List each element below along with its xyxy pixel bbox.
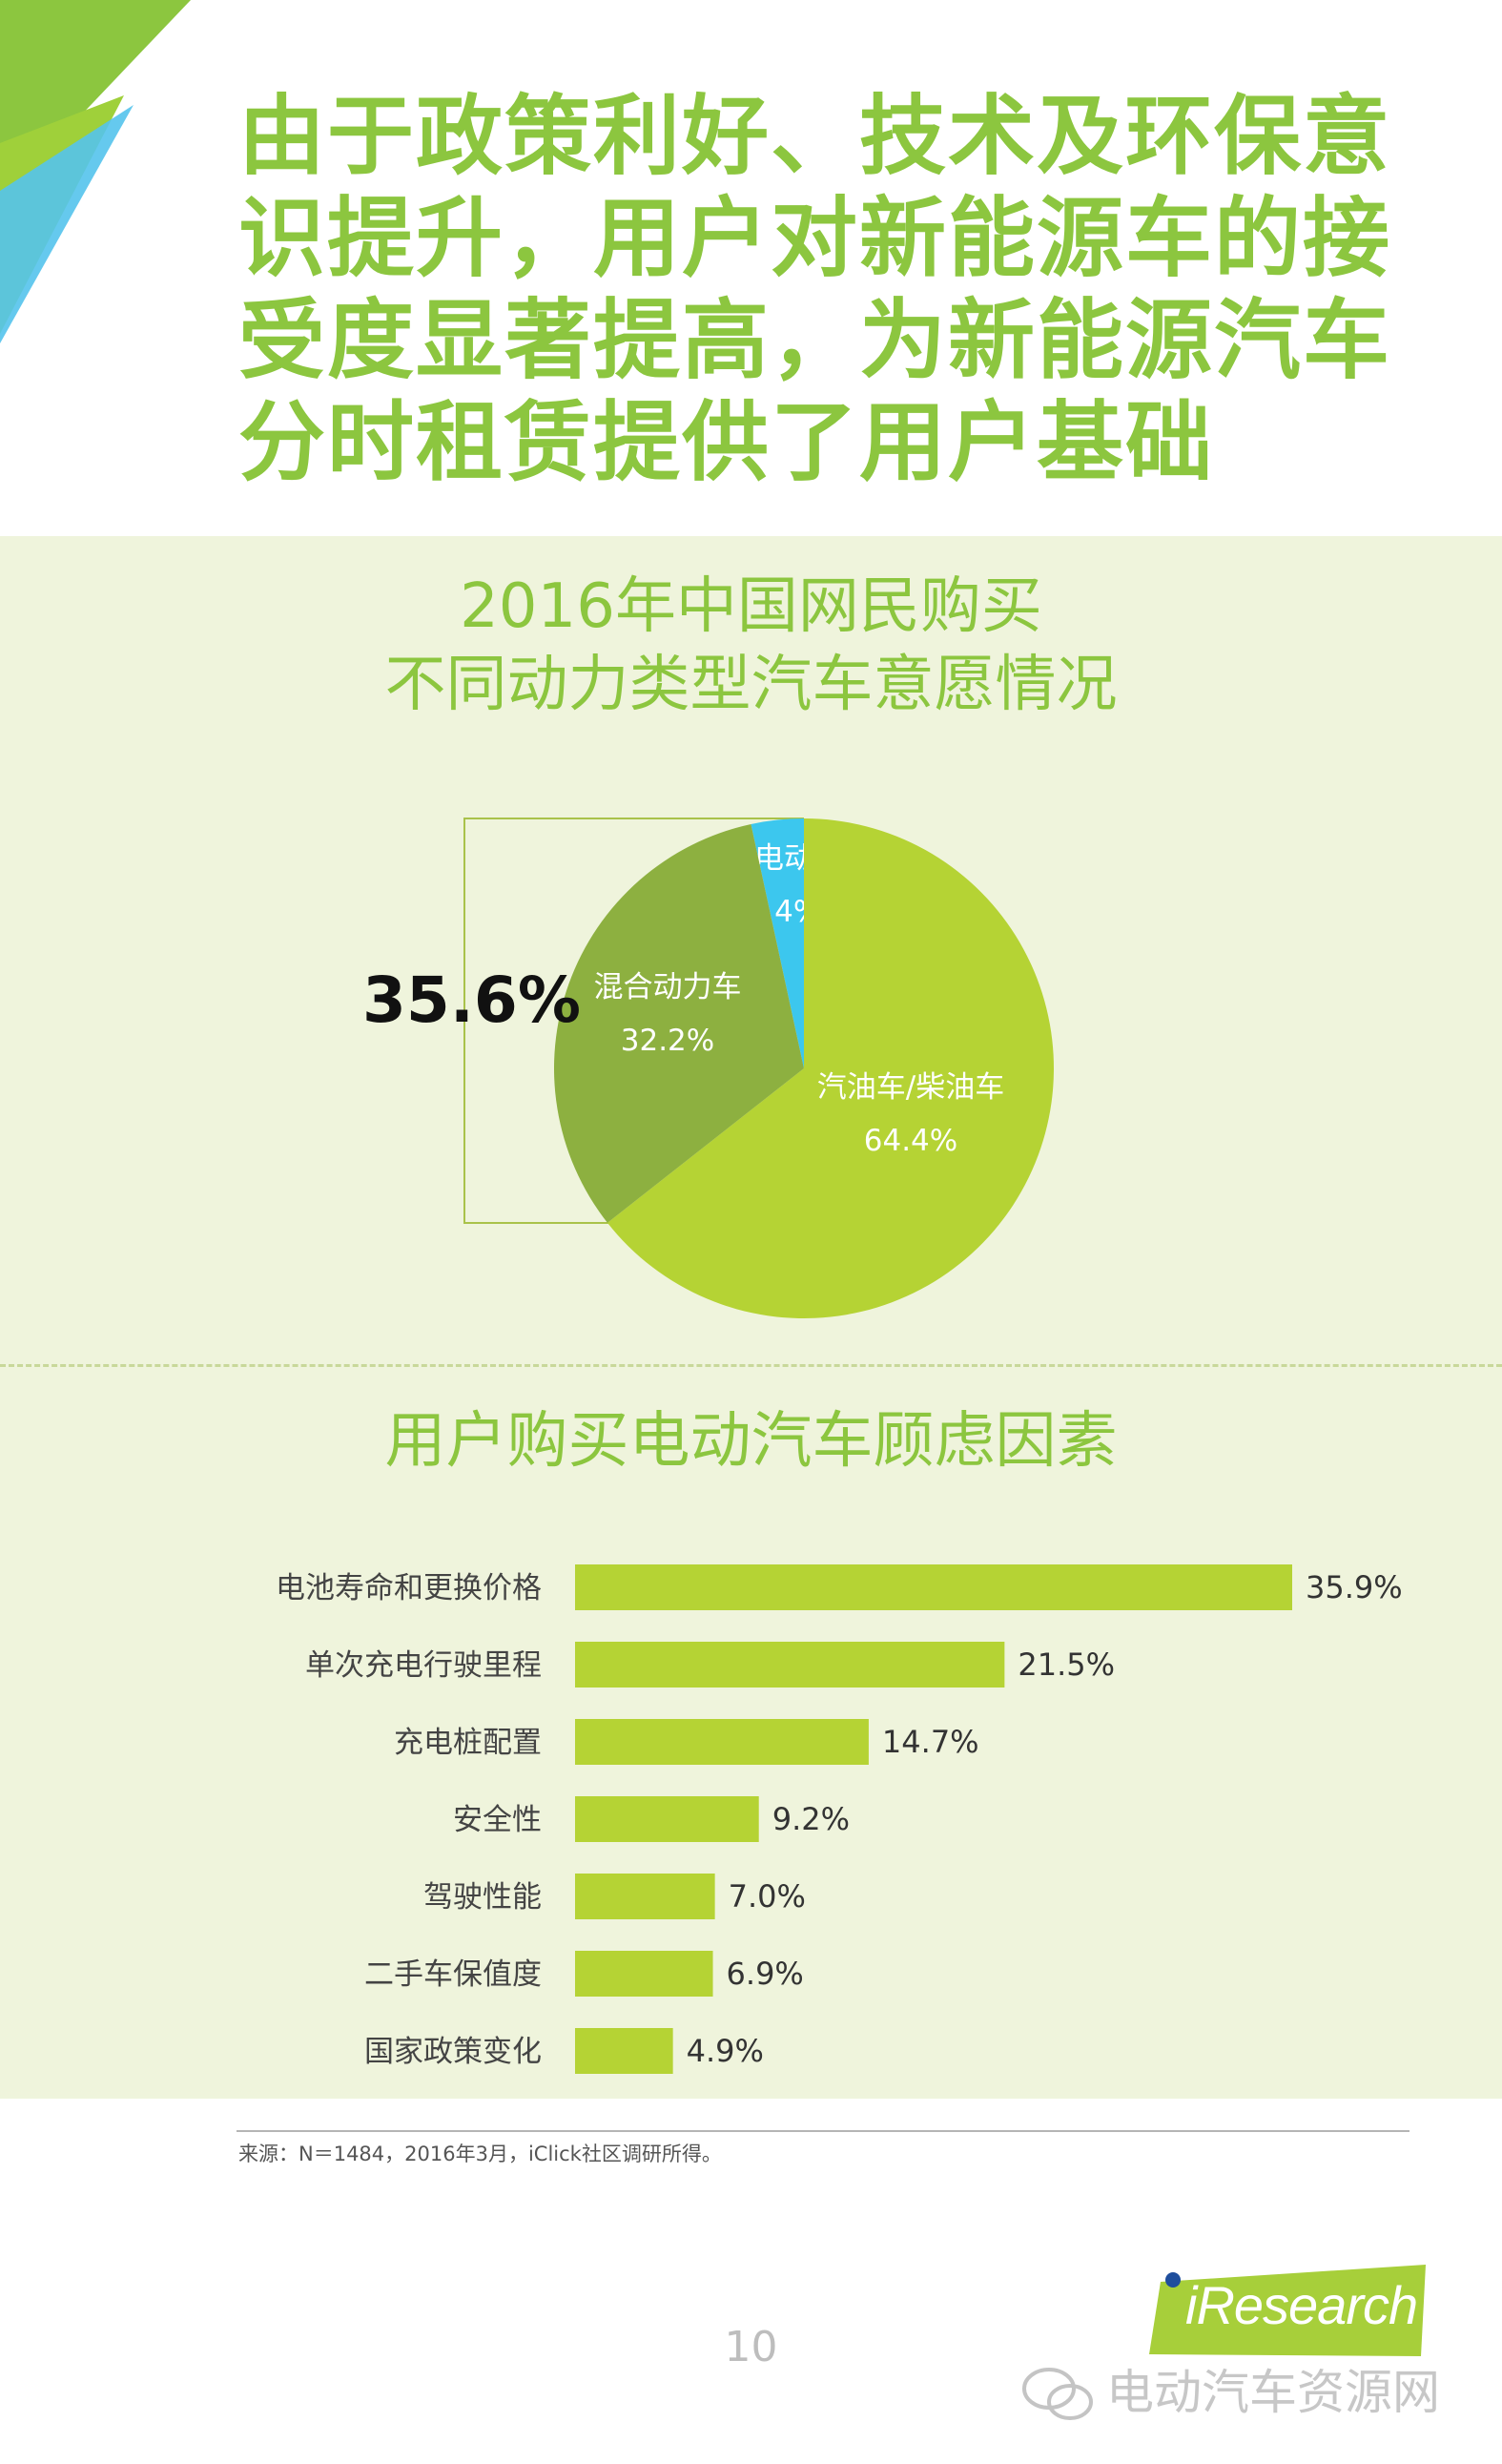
- pie-slice-gasoline: [607, 818, 1055, 1318]
- bar-value-label: 21.5%: [1018, 1646, 1115, 1683]
- bar-chart: 电池寿命和更换价格 35.9% 单次充电行驶里程 21.5% 充电桩配置 14.7% 安全性…: [276, 1564, 1403, 2074]
- wechat-icon: [1022, 2368, 1093, 2420]
- source-rule: [237, 2130, 1409, 2132]
- bar-value-label: 14.7%: [882, 1724, 979, 1760]
- pie-title-line-2: 不同动力类型汽车意愿情况: [384, 650, 1118, 720]
- bar: [575, 1951, 713, 1997]
- source-note: 来源：N＝1484，2016年3月，iClick社区调研所得。: [238, 2143, 722, 2165]
- bar-value-label: 9.2%: [772, 1801, 850, 1837]
- corner-decoration: [0, 0, 191, 343]
- pie-bracket: [463, 818, 804, 1224]
- pie-slice-electric: [751, 818, 804, 1068]
- page-number: 10: [724, 2323, 778, 2371]
- section-divider: [0, 1364, 1502, 1367]
- bar-value-label: 6.9%: [727, 1956, 804, 1992]
- bar-value-label: 35.9%: [1306, 1569, 1403, 1605]
- bar: [575, 2028, 673, 2074]
- bar-chart-title: 用户购买电动汽车顾虑因素: [384, 1406, 1118, 1477]
- bar-value-label: 4.9%: [687, 2033, 764, 2069]
- bar-category-label: 电池寿命和更换价格: [276, 1571, 542, 1605]
- watermark-text: 电动汽车资源网: [1106, 2365, 1440, 2420]
- pie-chart-title: 2016年中国网民购买 不同动力类型汽车意愿情况: [0, 568, 1502, 724]
- pie-callout-value: 35.6%: [362, 963, 581, 1037]
- iresearch-logo: iResearch: [1149, 2263, 1430, 2358]
- pie-title-line-1: 2016年中国网民购买: [460, 571, 1042, 642]
- bar: [575, 1564, 1292, 1610]
- bar-category-label: 二手车保值度: [364, 1957, 542, 1992]
- pie-value-hybrid: 32.2%: [621, 1024, 714, 1058]
- headline: 由于政策利好、技术及环保意识提升，用户对新能源车的接受度显著提高，为新能源汽车分…: [238, 87, 1392, 493]
- bar-category-label: 单次充电行驶里程: [305, 1648, 542, 1683]
- bar: [575, 1796, 759, 1842]
- bar-value-label: 7.0%: [729, 1878, 806, 1915]
- bar-category-label: 国家政策变化: [364, 2035, 542, 2069]
- bar: [575, 1642, 1005, 1688]
- pie-slice-hybrid: [554, 823, 804, 1223]
- pie-label-gasoline: 汽油车/柴油车: [817, 1070, 1004, 1105]
- pie-label-hybrid: 混合动力车: [594, 970, 742, 1004]
- bar-category-label: 驾驶性能: [423, 1880, 542, 1915]
- bar-category-label: 安全性: [453, 1803, 542, 1837]
- pie-value-gasoline: 64.4%: [864, 1124, 957, 1158]
- bar-category-label: 充电桩配置: [394, 1726, 542, 1760]
- bar: [575, 1719, 869, 1765]
- bar: [575, 1874, 715, 1919]
